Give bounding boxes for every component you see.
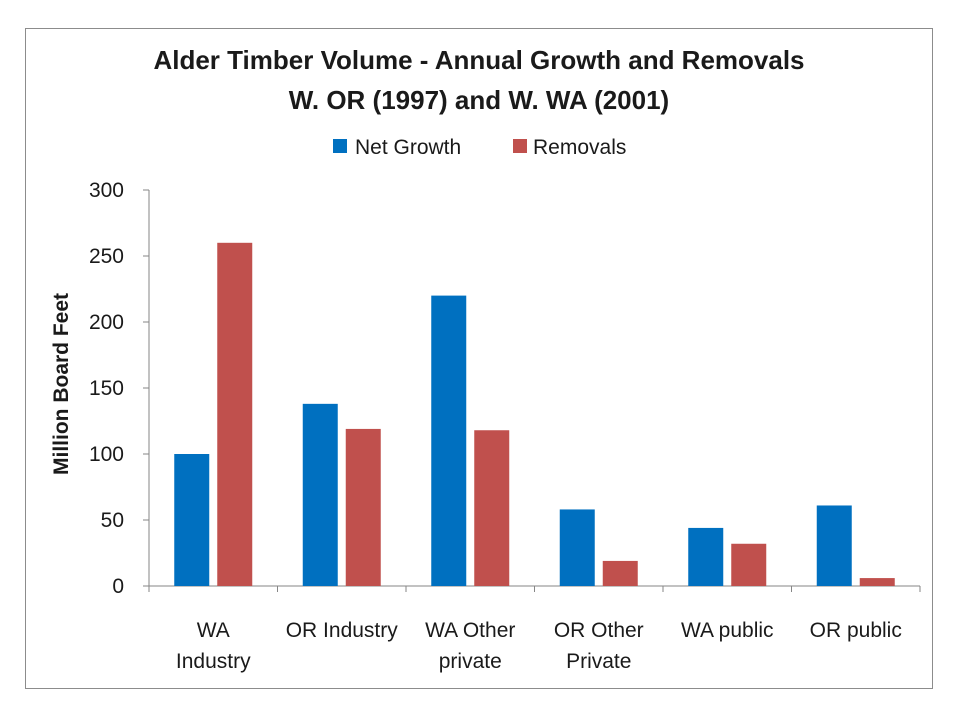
legend-swatch-removals (513, 139, 527, 153)
y-axis-label: Million Board Feet (50, 293, 73, 475)
chart-bars (174, 242, 895, 587)
y-axis-title: Million Board Feet (50, 293, 73, 475)
legend-swatch-net-growth (333, 139, 347, 153)
y-tick-label: 200 (89, 311, 124, 334)
bar-removals (345, 428, 381, 586)
bar-removals (731, 543, 767, 586)
x-axis-categories: WA Industry OR Industry WA Other private OR O… (176, 619, 902, 673)
x-category-label: OR Other Private (554, 619, 644, 673)
chart-title: Alder Timber Volume - Annual Growth and … (153, 45, 804, 115)
bar-removals (602, 560, 638, 586)
x-category-label: WA Other private (425, 619, 515, 673)
bar-removals (474, 430, 510, 586)
y-tick-label: 150 (89, 377, 124, 400)
y-tick-label: 300 (89, 179, 124, 202)
bar-net-growth (559, 509, 595, 586)
bar-removals (859, 578, 895, 586)
y-tick-label: 50 (101, 509, 124, 532)
y-tick-label: 100 (89, 443, 124, 466)
chart-axes (148, 190, 921, 592)
bar-net-growth (688, 527, 724, 586)
chart-legend: Net Growth Removals (333, 136, 626, 159)
x-category-label: OR public (810, 619, 902, 642)
x-category-label: WA Industry (176, 619, 251, 673)
chart-title-line-1: Alder Timber Volume - Annual Growth and … (153, 45, 804, 75)
bar-net-growth (431, 295, 467, 586)
legend-label-removals: Removals (533, 136, 626, 159)
bar-net-growth (302, 403, 338, 586)
legend-label-net-growth: Net Growth (355, 136, 461, 159)
y-tick-label: 250 (89, 245, 124, 268)
y-tick-label: 0 (112, 575, 124, 598)
y-axis-ticks: 0 50 100 150 200 250 300 (89, 179, 149, 598)
x-category-label: WA public (681, 619, 774, 642)
bar-removals (217, 242, 253, 587)
x-category-label: OR Industry (286, 619, 399, 642)
chart-title-line-2: W. OR (1997) and W. WA (2001) (289, 85, 669, 115)
bar-net-growth (174, 454, 210, 586)
bar-net-growth (816, 505, 852, 586)
